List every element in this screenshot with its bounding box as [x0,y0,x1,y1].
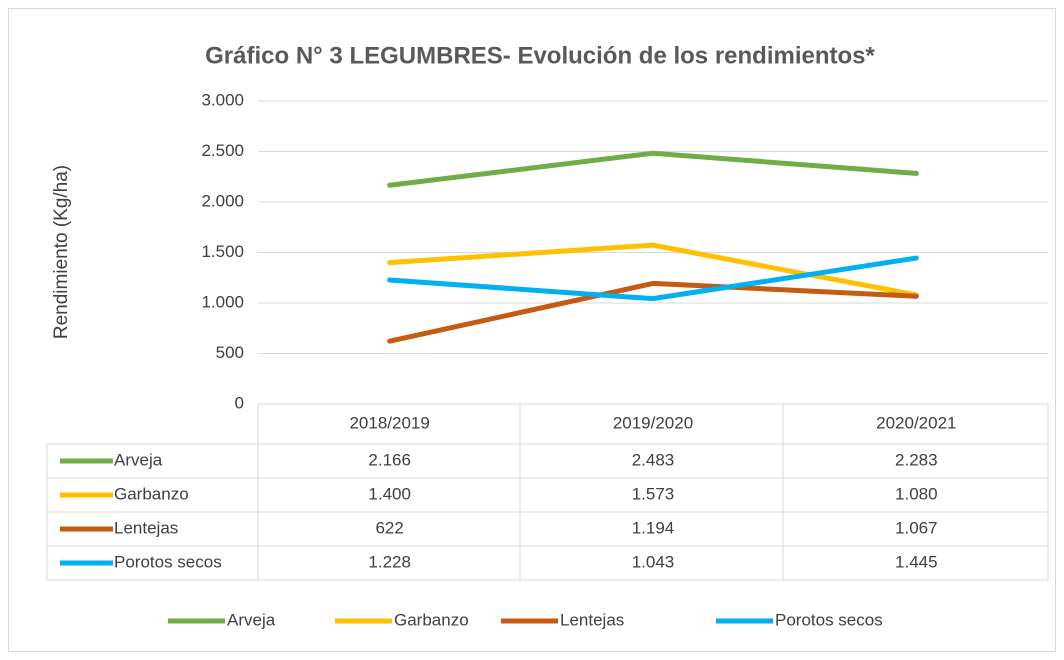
y-tick-label: 2.500 [201,141,244,160]
table-value: 2.166 [368,450,411,469]
table-value: 1.067 [895,518,938,537]
legend-label: Porotos secos [775,610,883,629]
y-tick-label: 0 [235,393,244,412]
x-tick-label: 2018/2019 [349,413,429,432]
table-row-label: Porotos secos [114,552,222,571]
legend-label: Lentejas [560,610,624,629]
table-value: 1.228 [368,552,411,571]
table-value: 2.483 [632,450,675,469]
y-tick-label: 500 [216,343,244,362]
table-value: 1.400 [368,484,411,503]
table-row-label: Arveja [114,450,163,469]
table-row-label: Lentejas [114,518,178,537]
x-tick-label: 2020/2021 [876,413,956,432]
series-line [387,150,919,188]
x-tick-label: 2019/2020 [613,413,693,432]
y-tick-label: 3.000 [201,90,244,109]
data-table-grid [46,404,1049,581]
table-row-label: Garbanzo [114,484,189,503]
y-tick-label: 1.500 [201,242,244,261]
legend-label: Garbanzo [394,610,469,629]
chart-border [8,8,1056,652]
y-axis-title: Rendimiento (Kg/ha) [51,165,72,339]
table-value: 1.573 [632,484,675,503]
table-value: 1.445 [895,552,938,571]
table-value: 622 [375,518,403,537]
series-line [387,242,919,298]
table-value: 1.080 [895,484,938,503]
series-line [387,255,919,302]
chart-title: Gráfico N° 3 LEGUMBRES- Evolución de los… [205,42,875,69]
legend-label: Arveja [227,610,276,629]
y-tick-label: 2.000 [201,191,244,210]
y-tick-label: 1.000 [201,292,244,311]
table-value: 1.194 [632,518,675,537]
table-value: 2.283 [895,450,938,469]
table-value: 1.043 [632,552,675,571]
series-line [387,280,919,344]
